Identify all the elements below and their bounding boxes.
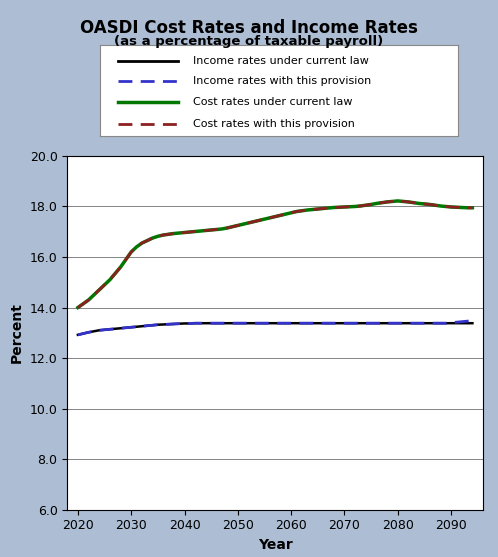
Text: (as a percentage of taxable payroll): (as a percentage of taxable payroll) [115, 35, 383, 47]
Text: Income rates under current law: Income rates under current law [193, 56, 369, 66]
Y-axis label: Percent: Percent [10, 302, 24, 363]
Text: Cost rates with this provision: Cost rates with this provision [193, 119, 355, 129]
Text: OASDI Cost Rates and Income Rates: OASDI Cost Rates and Income Rates [80, 19, 418, 37]
Text: Income rates with this provision: Income rates with this provision [193, 76, 371, 86]
X-axis label: Year: Year [258, 538, 292, 552]
Text: Cost rates under current law: Cost rates under current law [193, 96, 352, 106]
